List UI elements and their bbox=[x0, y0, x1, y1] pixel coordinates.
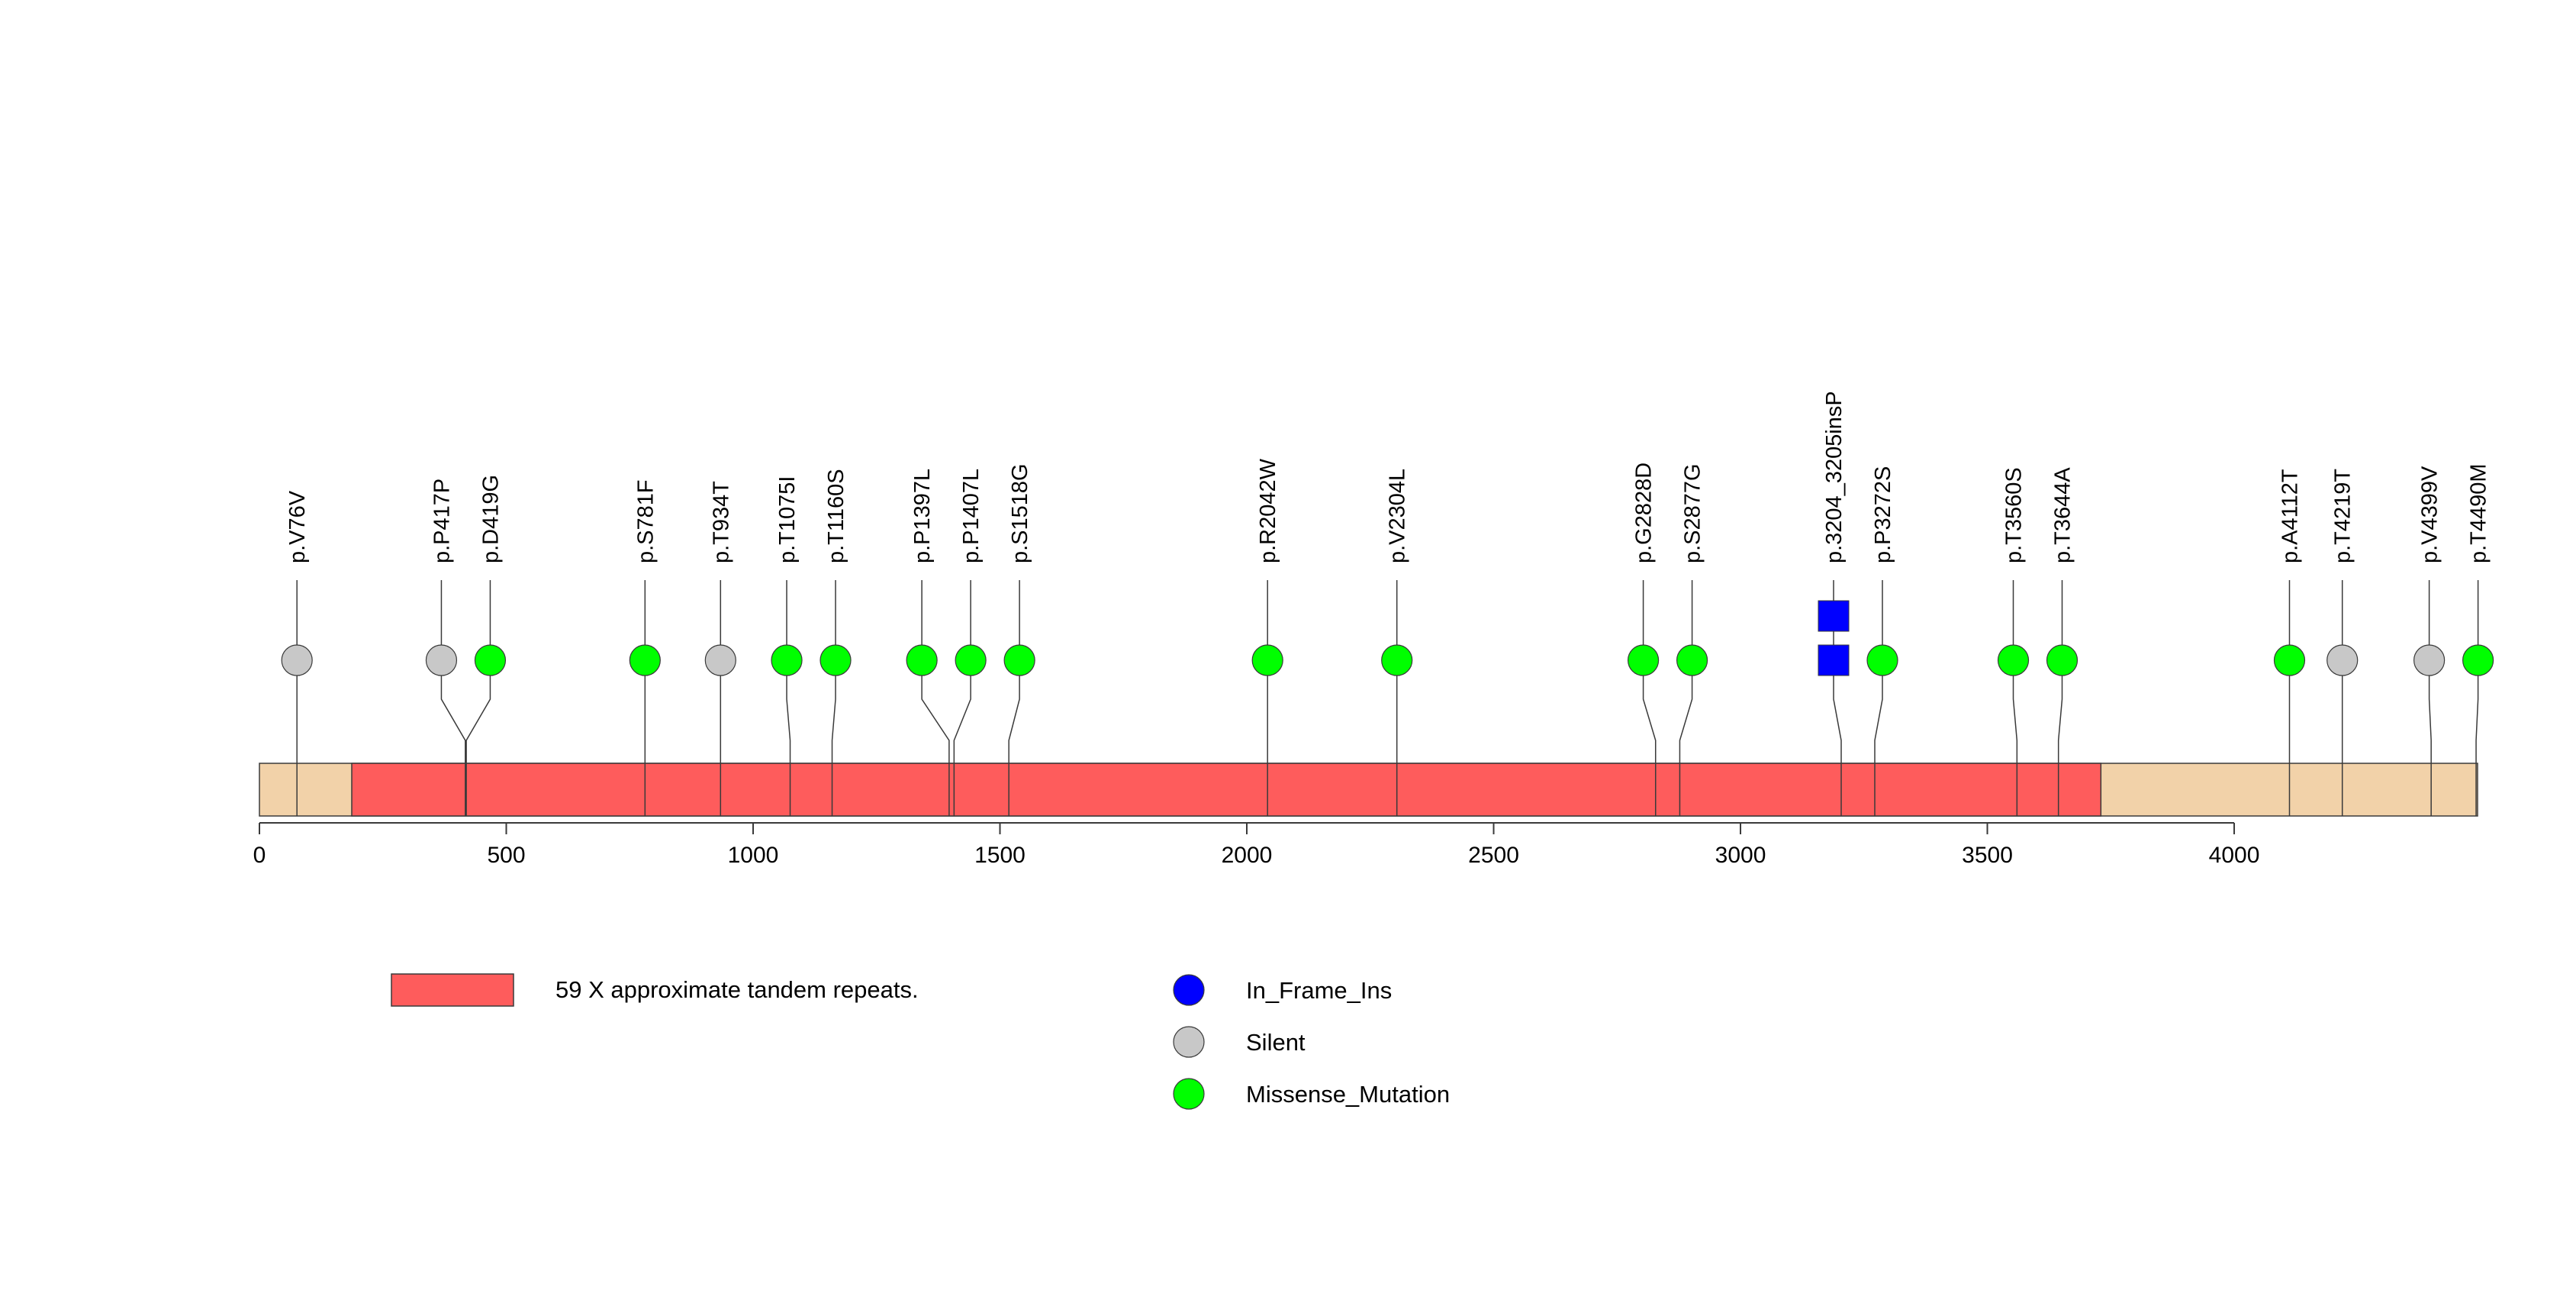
mutation-label: p.A4112T bbox=[2278, 469, 2302, 563]
mutation-stem bbox=[1874, 580, 1883, 816]
x-axis: 0 500 1000 1500 2000 2500 3000 3500 4000 bbox=[253, 822, 2260, 868]
mutation-stem bbox=[953, 580, 971, 816]
legend-domain-swatch bbox=[391, 973, 514, 1007]
mutation-marker bbox=[425, 644, 458, 676]
mutation-labels: p.V76V p.P417P p.D419G p.S781F p.T934T p.T107… bbox=[285, 391, 2491, 563]
mutation-stem bbox=[831, 580, 836, 816]
domain-0 bbox=[351, 763, 2102, 817]
mutation-marker bbox=[474, 644, 507, 676]
mutation-label: p.G2828D bbox=[1632, 463, 1657, 563]
mutation-label: p.P417P bbox=[430, 479, 454, 563]
mutation-marker bbox=[704, 644, 736, 676]
mutation-stem bbox=[1679, 580, 1693, 816]
mutation-stem bbox=[1008, 580, 1020, 816]
mutation-marker bbox=[1676, 644, 1708, 676]
mutation-stem bbox=[921, 580, 950, 816]
mutation-marker bbox=[1997, 644, 2030, 676]
mutation-label: p.V4399V bbox=[2418, 466, 2442, 563]
mutation-label: p.T1075I bbox=[775, 476, 800, 563]
mutation-marker bbox=[1818, 600, 1850, 632]
mutation-marker bbox=[1251, 644, 1283, 676]
mutation-stem bbox=[2057, 580, 2063, 816]
x-axis-tick-label: 500 bbox=[487, 843, 525, 868]
mutation-markers bbox=[281, 600, 2494, 676]
mutation-label: p.P1407L bbox=[959, 469, 984, 563]
mutation-label: p.P1397L bbox=[910, 469, 935, 563]
mutation-label: p.T4490M bbox=[2467, 463, 2491, 563]
mutation-label: p.T1160S bbox=[824, 469, 848, 563]
mutation-marker bbox=[771, 644, 803, 676]
mutation-marker bbox=[629, 644, 661, 676]
mutation-label: p.R2042W bbox=[1256, 458, 1280, 563]
mutation-marker bbox=[1627, 644, 1660, 676]
mutation-marker bbox=[955, 644, 987, 676]
x-axis-tick-label: 2500 bbox=[1468, 843, 1519, 868]
protein-track bbox=[259, 763, 2478, 817]
legend-type-swatch bbox=[1173, 1026, 1205, 1058]
legend-type-swatch bbox=[1173, 1078, 1205, 1110]
mutation-marker bbox=[2046, 644, 2079, 676]
mutation-stem bbox=[2475, 580, 2479, 816]
mutation-label: p.P3272S bbox=[1871, 466, 1895, 563]
mutation-stem bbox=[2428, 580, 2432, 816]
mutation-stem bbox=[1833, 580, 1842, 816]
mutation-label: p.T4219T bbox=[2331, 469, 2355, 563]
legend-type-swatch bbox=[1173, 974, 1205, 1006]
mutation-label: p.S2877G bbox=[1681, 463, 1705, 563]
mutation-label: p.T3644A bbox=[2051, 467, 2075, 563]
x-axis-tick-label: 2000 bbox=[1222, 843, 1273, 868]
mutation-stem bbox=[465, 580, 491, 816]
mutation-stem bbox=[440, 580, 466, 816]
mutation-marker bbox=[281, 644, 313, 676]
mutation-label: p.T934T bbox=[709, 481, 733, 563]
x-axis-tick-label: 3500 bbox=[1962, 843, 2013, 868]
mutation-label: p.S1518G bbox=[1008, 463, 1032, 563]
x-axis-tick-label: 3000 bbox=[1715, 843, 1766, 868]
mutation-label: p.S781F bbox=[633, 479, 658, 563]
mutation-marker bbox=[1818, 644, 1850, 676]
x-axis-tick-label: 1000 bbox=[728, 843, 779, 868]
legend-type-label: Silent bbox=[1246, 1029, 1306, 1056]
mutation-marker bbox=[1003, 644, 1035, 676]
mutation-marker bbox=[2273, 644, 2306, 676]
mutation-marker bbox=[819, 644, 852, 676]
x-axis-tick-label: 0 bbox=[253, 843, 266, 868]
mutation-stems bbox=[296, 580, 2479, 816]
mutation-marker bbox=[906, 644, 938, 676]
mutation-marker bbox=[1381, 644, 1413, 676]
mutation-label: p.T3560S bbox=[2002, 467, 2027, 563]
legend: 59 X approximate tandem repeats. In_Frame… bbox=[391, 973, 1450, 1110]
mutation-marker bbox=[2462, 644, 2494, 676]
x-axis-tick-label: 1500 bbox=[974, 843, 1026, 868]
x-axis-tick-label: 4000 bbox=[2209, 843, 2260, 868]
legend-type-label: Missense_Mutation bbox=[1246, 1081, 1450, 1108]
mutation-stem bbox=[1642, 580, 1657, 816]
legend-type-label: In_Frame_Ins bbox=[1246, 977, 1392, 1004]
mutation-marker bbox=[2413, 644, 2446, 676]
mutation-marker bbox=[1866, 644, 1898, 676]
mutation-label: p.D419G bbox=[478, 475, 503, 563]
legend-domain-label: 59 X approximate tandem repeats. bbox=[555, 976, 919, 1003]
mutation-label: p.V76V bbox=[285, 490, 310, 563]
mutation-stem bbox=[786, 580, 791, 816]
mutation-label: p.3204_3205insP bbox=[1822, 391, 1847, 563]
mutation-label: p.V2304L bbox=[1386, 469, 1410, 563]
mutation-stem bbox=[2012, 580, 2018, 816]
mutation-marker bbox=[2326, 644, 2359, 676]
